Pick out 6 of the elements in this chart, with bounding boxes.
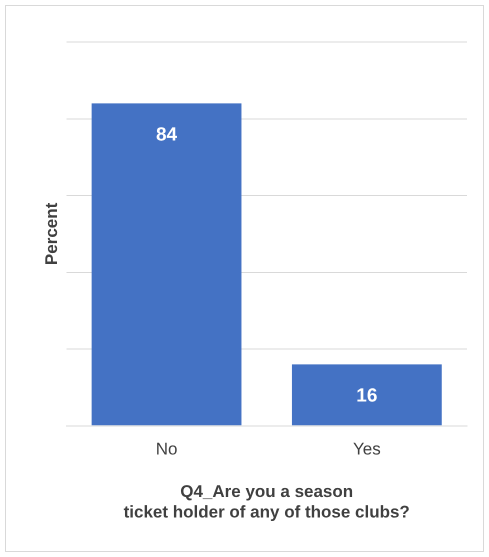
x-axis-title: Q4_Are you a season ticket holder of any of those clubs? [124,482,410,522]
x-tick-label: Yes [352,440,381,459]
data-label: 84 [156,124,178,146]
x-tick-label: No [156,440,178,459]
data-label: 16 [356,386,378,407]
y-axis-title: Percent [42,202,61,266]
